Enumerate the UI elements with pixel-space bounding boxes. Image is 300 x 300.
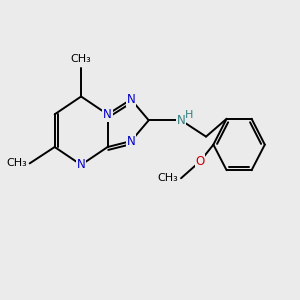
Text: N: N: [127, 93, 136, 106]
Text: CH₃: CH₃: [6, 158, 27, 168]
Text: H: H: [185, 110, 194, 120]
Text: N: N: [127, 135, 136, 148]
Text: O: O: [196, 155, 205, 168]
Text: CH₃: CH₃: [71, 54, 92, 64]
Text: N: N: [103, 108, 112, 121]
Text: N: N: [77, 158, 85, 171]
Text: CH₃: CH₃: [158, 173, 178, 183]
Text: N: N: [177, 114, 185, 127]
